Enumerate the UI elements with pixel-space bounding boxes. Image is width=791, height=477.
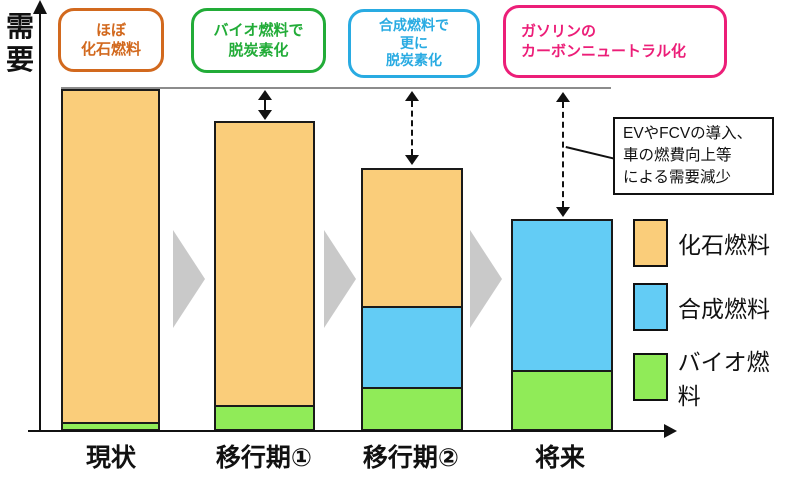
y-axis-arrowhead-icon: [33, 0, 47, 14]
legend-label: バイオ燃料: [677, 349, 770, 409]
arrowhead-down-icon: [405, 155, 419, 165]
legend-item-biofuel: バイオ燃料: [633, 343, 791, 411]
y-axis-line: [39, 12, 41, 431]
bar-segment-化石燃料: [216, 123, 313, 406]
stage-box-gasoline-carbon-neutral: ガソリンの カーボンニュートラル化: [503, 5, 727, 78]
legend-item-synthetic-fuel: 合成燃料: [633, 283, 770, 331]
bar-segment-化石燃料: [63, 91, 158, 422]
dashed-shaft: [411, 101, 413, 155]
demand-gap-arrow-icon: [405, 91, 419, 165]
bar-segment-化石燃料: [363, 169, 461, 306]
bar-移行期①: [214, 121, 315, 431]
dashed-shaft: [264, 100, 266, 110]
legend-swatch-fossil: [633, 219, 668, 267]
x-axis-line: [28, 430, 666, 432]
arrowhead-down-icon: [258, 110, 272, 120]
legend-label: 化石燃料: [678, 232, 770, 258]
transition-arrow-icon: [173, 230, 205, 328]
arrowhead-up-icon: [405, 91, 419, 101]
bar-segment-合成燃料: [513, 220, 611, 371]
bar-移行期②: [361, 167, 463, 431]
bar-現状: [61, 89, 160, 431]
arrowhead-down-icon: [556, 207, 570, 217]
bar-segment-バイオ燃料: [363, 387, 461, 429]
bar-segment-合成燃料: [363, 305, 461, 388]
demand-reduction-annotation: EVやFCVの導入、 車の燃費向上等 による需要減少: [613, 117, 774, 195]
current-demand-reference-line: [61, 87, 611, 89]
demand-gap-arrow-icon: [556, 92, 570, 217]
dashed-shaft: [562, 102, 564, 207]
stage-box-synthetic-fuel-decarbonization: 合成燃料で 更に 脱炭素化: [348, 9, 480, 78]
legend-label: 合成燃料: [678, 296, 770, 322]
x-axis-arrowhead-icon: [664, 424, 677, 438]
transition-arrow-icon: [470, 230, 502, 328]
legend-swatch-bio: [633, 353, 668, 401]
bar-segment-バイオ燃料: [216, 405, 313, 429]
bar-segment-バイオ燃料: [63, 421, 158, 429]
arrowhead-up-icon: [258, 90, 272, 100]
legend-item-fossil-fuel: 化石燃料: [633, 219, 770, 267]
legend-swatch-synthetic: [633, 283, 668, 331]
arrowhead-up-icon: [556, 92, 570, 102]
bar-将来: [511, 218, 613, 431]
x-label-future: 将来: [534, 444, 586, 472]
callout-leader-line: [565, 146, 614, 160]
transition-arrow-icon: [324, 230, 356, 328]
stage-box-biofuel-decarbonization: バイオ燃料で 脱炭素化: [191, 8, 326, 73]
x-label-transition-1: 移行期①: [215, 444, 313, 472]
x-label-transition-2: 移行期②: [362, 444, 460, 472]
stage-box-mostly-fossil: ほぼ 化石燃料: [58, 8, 164, 72]
bar-segment-バイオ燃料: [513, 370, 611, 429]
y-axis-label: 需要: [5, 11, 34, 76]
x-label-current: 現状: [85, 444, 137, 472]
demand-gap-arrow-icon: [258, 90, 272, 120]
